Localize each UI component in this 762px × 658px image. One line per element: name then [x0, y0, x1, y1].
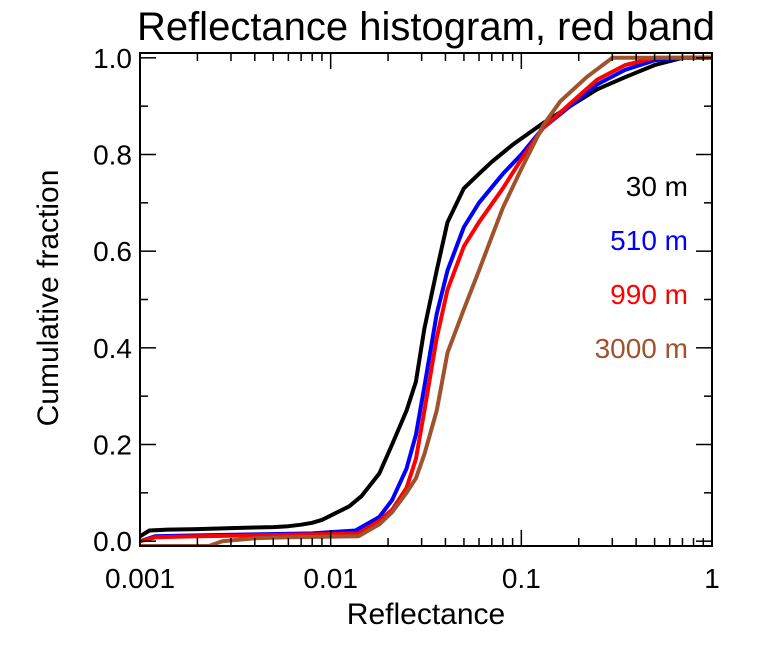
y-tick-label: 0.6 — [93, 236, 132, 267]
y-tick-label: 0.0 — [93, 526, 132, 557]
y-tick-label: 0.4 — [93, 333, 132, 364]
x-axis-label: Reflectance — [347, 598, 505, 631]
x-tick-label: 0.01 — [303, 563, 358, 594]
legend: 30 m 510 m 990 m 3000 m — [595, 171, 688, 364]
series-layer — [140, 55, 712, 546]
legend-entry-2: 510 m — [610, 225, 688, 256]
x-tick-label: 0.1 — [502, 563, 541, 594]
legend-entry-3: 990 m — [610, 279, 688, 310]
y-tick-label: 1.0 — [93, 43, 132, 74]
y-tick-label: 0.8 — [93, 140, 132, 171]
x-tick-label: 1 — [704, 563, 720, 594]
series-line-4 — [140, 55, 712, 546]
chart-title: Reflectance histogram, red band — [137, 5, 715, 49]
plot-frame — [139, 52, 713, 547]
x-tick-label: 0.001 — [105, 563, 175, 594]
tick-labels: 0.001 0.01 0.1 1 0.0 0.2 0.4 0.6 0.8 1.0 — [93, 43, 720, 594]
legend-entry-1: 30 m — [626, 171, 688, 202]
y-tick-label: 0.2 — [93, 430, 132, 461]
y-axis-label: Cumulative fraction — [32, 170, 65, 427]
series-line-3 — [140, 55, 712, 544]
legend-entry-4: 3000 m — [595, 333, 688, 364]
